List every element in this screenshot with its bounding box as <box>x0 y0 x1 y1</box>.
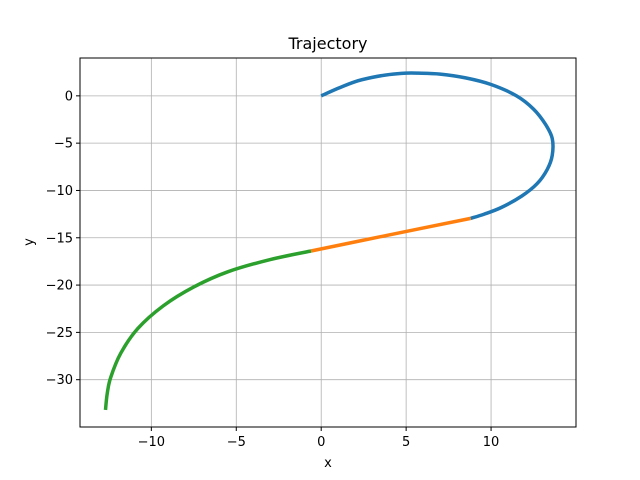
series-line-2 <box>310 216 472 253</box>
x-tick-label: 0 <box>317 435 325 450</box>
series-line-1 <box>320 71 555 221</box>
x-axis-label: x <box>324 456 332 471</box>
x-tick-label: 5 <box>402 435 410 450</box>
y-tick-label: −5 <box>54 137 73 152</box>
plot-frame <box>79 57 577 428</box>
y-tick-label: −10 <box>46 184 73 199</box>
x-tick-label: −10 <box>138 435 165 450</box>
y-tick-label: −30 <box>46 373 73 388</box>
axis-ticks: −10 −5 0 5 10 0 −5 −10 −15 −20 −25 −30 <box>46 89 500 450</box>
grid-lines <box>80 58 576 427</box>
series-line-3 <box>103 249 312 411</box>
x-tick-label: −5 <box>227 435 246 450</box>
y-tick-label: −20 <box>46 279 73 294</box>
chart-title: Trajectory <box>288 34 368 53</box>
series-lines <box>103 71 555 411</box>
y-axis-label: y <box>22 238 37 246</box>
y-tick-label: 0 <box>65 89 73 104</box>
y-tick-label: −25 <box>46 326 73 341</box>
y-tick-label: −15 <box>46 231 73 246</box>
x-tick-label: 10 <box>483 435 500 450</box>
